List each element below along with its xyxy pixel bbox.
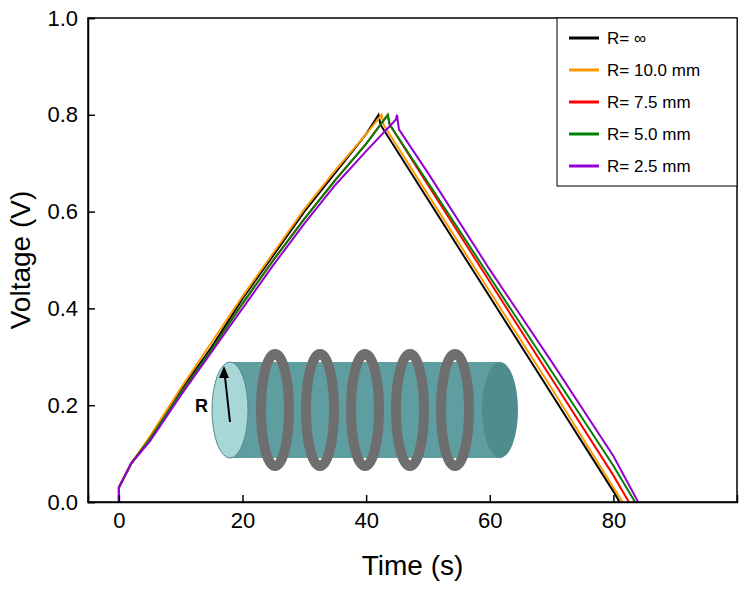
y-tick-label: 0.0 <box>47 490 78 515</box>
y-tick-label: 0.2 <box>47 393 78 418</box>
y-tick: 0.8 <box>47 102 95 127</box>
x-tick: 0 <box>113 495 125 533</box>
y-axis-title: Voltage (V) <box>5 191 36 330</box>
x-axis-line <box>89 495 738 503</box>
coil-turn <box>351 354 379 466</box>
y-tick: 1.0 <box>47 6 95 31</box>
series-line <box>119 115 620 502</box>
y-tick-mark <box>88 308 95 310</box>
x-tick-label: 80 <box>602 508 626 533</box>
coil-turn <box>441 354 469 466</box>
x-tick-mark <box>490 495 492 502</box>
y-tick-label: 0.8 <box>47 102 78 127</box>
x-tick-label: 20 <box>231 508 255 533</box>
y-axis-line <box>89 19 96 503</box>
cylinder-face <box>212 362 248 458</box>
annotation: R <box>195 396 208 416</box>
y-axis: 0.0 0.2 0.4 0.6 0.8 1.0 <box>47 6 95 515</box>
y-tick-mark <box>88 405 95 407</box>
legend-swatch <box>569 101 599 104</box>
y-tick: 0.0 <box>47 490 95 515</box>
y-tick: 0.4 <box>47 296 95 321</box>
coil-turn <box>396 354 424 466</box>
x-tick: 80 <box>602 495 626 533</box>
legend-swatch <box>569 133 599 136</box>
plot-frame <box>88 18 737 502</box>
y-tick: 0.6 <box>47 199 95 224</box>
x-tick-mark <box>119 495 121 502</box>
x-tick-mark <box>366 495 368 502</box>
x-axis: 0 20 40 60 80 <box>89 495 738 533</box>
radius-arrowhead <box>219 366 229 378</box>
chart: R 0 20 40 60 80 0.0 0.2 0.4 0.6 0.8 1.0 Time (s) Volt… <box>0 0 749 590</box>
x-tick: 40 <box>354 495 378 533</box>
x-tick: 60 <box>478 495 502 533</box>
y-tick-mark <box>88 211 95 213</box>
inset-schematic <box>212 354 518 466</box>
x-tick: 20 <box>231 495 255 533</box>
y-tick-mark <box>88 502 95 504</box>
x-tick-mark <box>613 495 615 502</box>
legend-label: R= 10.0 mm <box>607 61 700 80</box>
x-tick-label: 60 <box>478 508 502 533</box>
legend-label: R= 5.0 mm <box>607 125 691 144</box>
coil-turn <box>306 354 334 466</box>
y-tick-label: 0.4 <box>47 296 78 321</box>
y-tick-label: 0.6 <box>47 199 78 224</box>
legend-swatch <box>569 69 599 72</box>
cylinder-body <box>230 362 500 458</box>
y-tick-mark <box>88 18 95 20</box>
legend-label: R= 2.5 mm <box>607 157 691 176</box>
y-tick-mark <box>88 115 95 117</box>
x-tick-label: 0 <box>113 508 125 533</box>
y-tick: 0.2 <box>47 393 95 418</box>
legend: R= ∞ R= 10.0 mm R= 7.5 mm R= 5.0 mm R= 2.5 m… <box>557 18 737 186</box>
legend-label: R= ∞ <box>607 29 646 48</box>
series-line <box>119 115 629 502</box>
cylinder-end <box>482 362 518 458</box>
legend-swatch <box>569 37 599 40</box>
legend-box <box>557 18 737 186</box>
legend-label: R= 7.5 mm <box>607 93 691 112</box>
coil-turn <box>261 354 289 466</box>
x-tick-label: 40 <box>354 508 378 533</box>
x-axis-title: Time (s) <box>362 550 464 581</box>
series-line <box>119 115 623 502</box>
x-tick-mark <box>242 495 244 502</box>
y-tick-label: 1.0 <box>47 6 78 31</box>
legend-swatch <box>569 165 599 168</box>
